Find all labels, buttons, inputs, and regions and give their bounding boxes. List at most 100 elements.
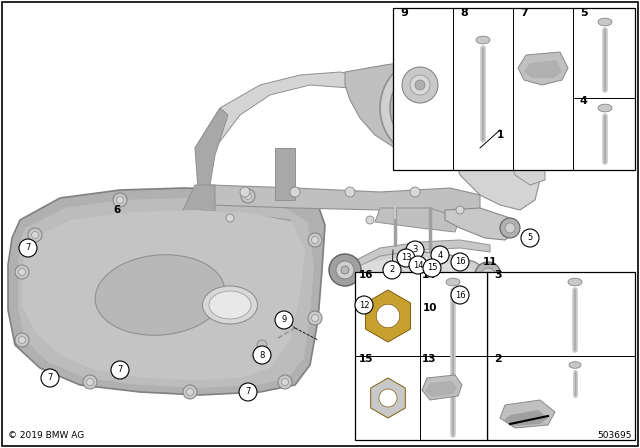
Circle shape <box>376 304 400 327</box>
Text: 503695: 503695 <box>598 431 632 440</box>
Polygon shape <box>210 185 480 215</box>
Polygon shape <box>8 188 325 395</box>
Polygon shape <box>275 148 295 200</box>
Polygon shape <box>22 210 305 380</box>
Circle shape <box>404 80 460 136</box>
Polygon shape <box>422 375 462 400</box>
Polygon shape <box>18 198 314 388</box>
Circle shape <box>409 256 427 274</box>
Circle shape <box>475 262 501 288</box>
Circle shape <box>406 241 424 259</box>
Text: 16: 16 <box>454 258 465 267</box>
Circle shape <box>282 379 289 385</box>
Circle shape <box>83 375 97 389</box>
Circle shape <box>15 265 29 279</box>
Circle shape <box>226 214 234 222</box>
Ellipse shape <box>598 18 612 26</box>
Circle shape <box>241 189 255 203</box>
Circle shape <box>116 197 124 203</box>
Circle shape <box>383 261 401 279</box>
Circle shape <box>253 346 271 364</box>
Circle shape <box>41 369 59 387</box>
Text: 7: 7 <box>520 8 528 18</box>
Circle shape <box>28 228 42 242</box>
Text: 3: 3 <box>494 270 502 280</box>
Circle shape <box>431 246 449 264</box>
Circle shape <box>19 268 26 276</box>
Circle shape <box>341 266 349 274</box>
Ellipse shape <box>568 278 582 286</box>
Circle shape <box>505 223 515 233</box>
Text: 7: 7 <box>245 388 251 396</box>
Text: 5: 5 <box>527 233 532 242</box>
Text: 8: 8 <box>259 350 265 359</box>
Circle shape <box>111 361 129 379</box>
Polygon shape <box>445 208 515 240</box>
Polygon shape <box>375 208 460 232</box>
Circle shape <box>456 206 464 214</box>
Circle shape <box>355 296 373 314</box>
Circle shape <box>239 383 257 401</box>
Circle shape <box>418 94 446 122</box>
Circle shape <box>308 233 322 247</box>
Text: 2: 2 <box>389 266 395 275</box>
Circle shape <box>31 232 38 238</box>
Ellipse shape <box>598 104 612 112</box>
Polygon shape <box>355 257 480 284</box>
Ellipse shape <box>446 278 460 286</box>
Polygon shape <box>345 240 490 276</box>
Circle shape <box>312 237 319 244</box>
Text: 13: 13 <box>401 254 412 263</box>
Polygon shape <box>504 410 548 426</box>
Text: 12: 12 <box>359 301 369 310</box>
Text: 6: 6 <box>113 205 120 215</box>
Circle shape <box>329 254 361 286</box>
Text: 5: 5 <box>580 8 588 18</box>
Circle shape <box>113 193 127 207</box>
Text: 11: 11 <box>483 257 497 267</box>
Polygon shape <box>345 60 475 155</box>
Text: 2: 2 <box>494 354 502 364</box>
Circle shape <box>278 375 292 389</box>
Text: 13: 13 <box>422 354 436 364</box>
Polygon shape <box>345 252 495 292</box>
Circle shape <box>240 187 250 197</box>
Circle shape <box>257 340 267 350</box>
Circle shape <box>390 66 474 150</box>
Ellipse shape <box>95 255 225 335</box>
Text: © 2019 BMW AG: © 2019 BMW AG <box>8 431 84 440</box>
Text: 16: 16 <box>454 290 465 300</box>
Bar <box>487 272 635 440</box>
Circle shape <box>336 261 354 279</box>
Polygon shape <box>195 72 390 148</box>
Text: 1: 1 <box>497 130 504 140</box>
Circle shape <box>380 56 484 160</box>
Polygon shape <box>518 52 568 85</box>
Circle shape <box>451 286 469 304</box>
Polygon shape <box>195 108 228 190</box>
Circle shape <box>183 385 197 399</box>
Text: 3: 3 <box>412 246 418 254</box>
Circle shape <box>312 314 319 322</box>
Text: 4: 4 <box>437 250 443 259</box>
Bar <box>393 8 635 170</box>
Ellipse shape <box>476 36 490 44</box>
Text: 16: 16 <box>359 270 374 280</box>
Text: 14: 14 <box>422 270 436 280</box>
Circle shape <box>410 75 430 95</box>
Text: 7: 7 <box>117 366 123 375</box>
Ellipse shape <box>209 291 251 319</box>
Circle shape <box>86 379 93 385</box>
Circle shape <box>290 187 300 197</box>
Polygon shape <box>425 381 457 397</box>
Text: 4: 4 <box>580 96 588 106</box>
Circle shape <box>423 259 441 277</box>
Polygon shape <box>500 400 555 428</box>
Polygon shape <box>192 210 290 235</box>
Ellipse shape <box>569 362 581 368</box>
Circle shape <box>402 67 438 103</box>
Circle shape <box>275 311 293 329</box>
Circle shape <box>244 193 252 199</box>
Circle shape <box>451 253 469 271</box>
Polygon shape <box>450 140 540 210</box>
